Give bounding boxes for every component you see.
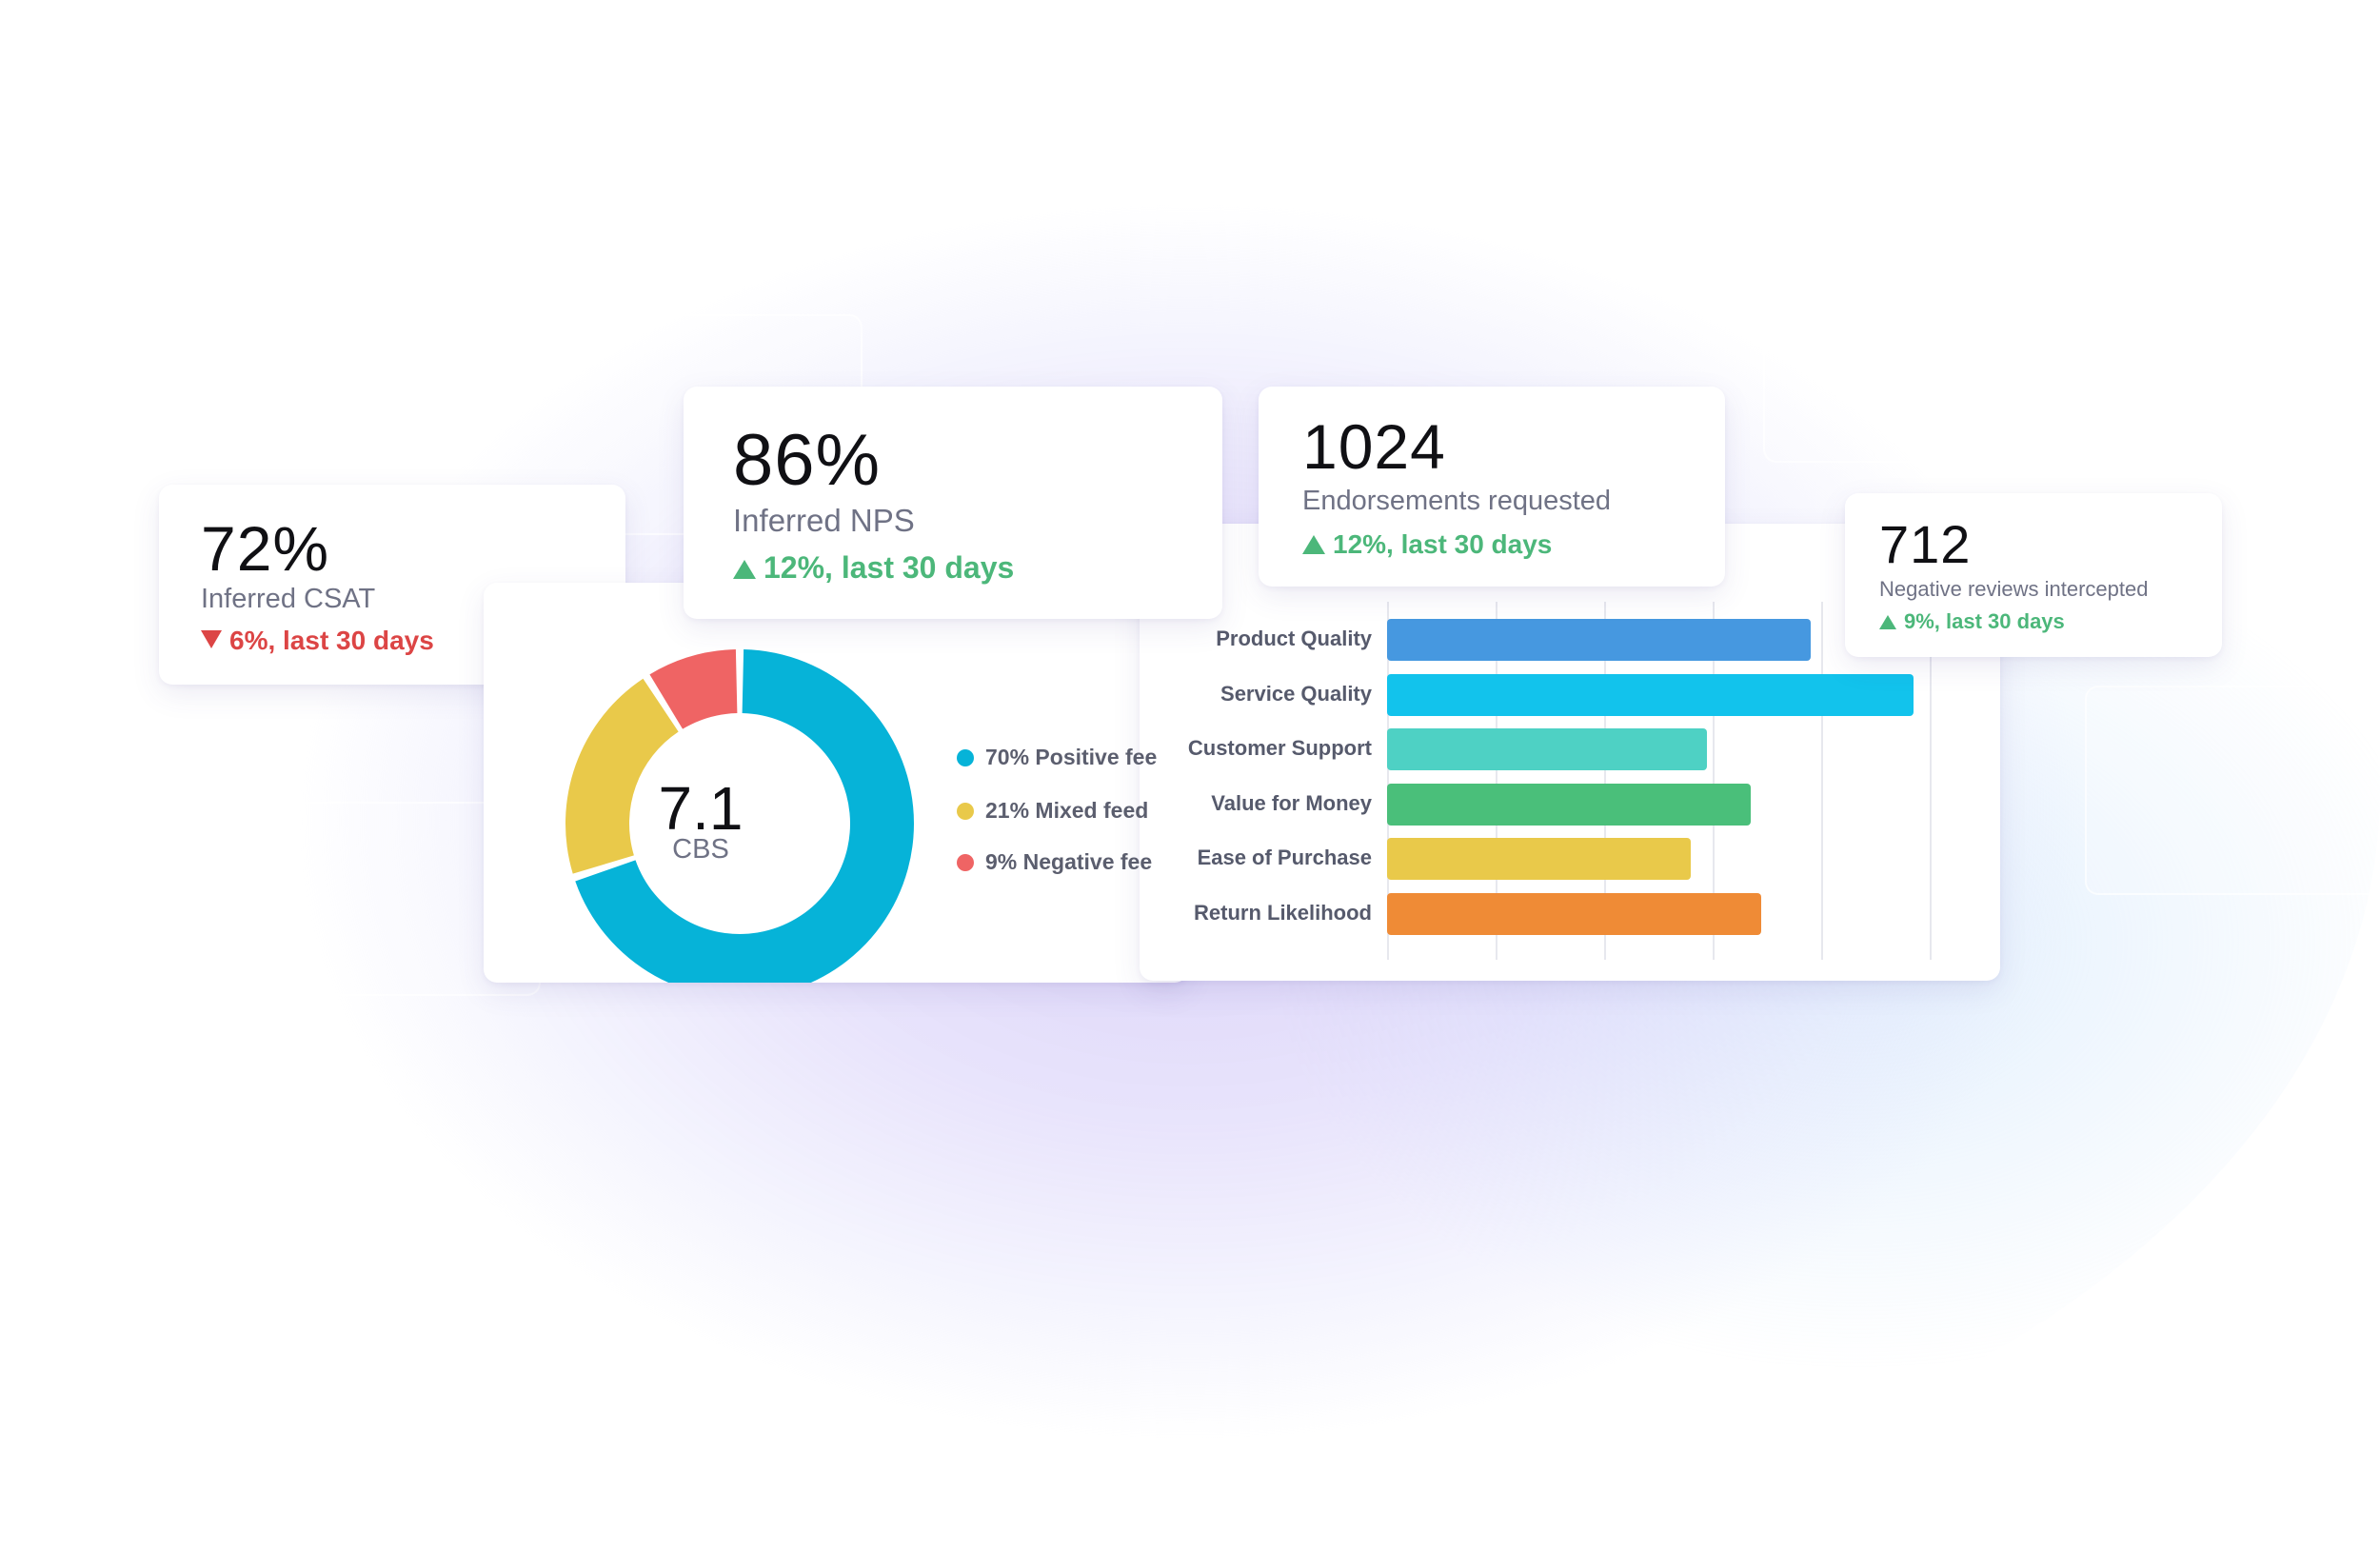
endorsements-change-text: 12%, last 30 days [1333, 529, 1553, 559]
nps-card: 86% Inferred NPS 12%, last 30 days [684, 387, 1222, 619]
csat-value: 72% [201, 513, 330, 584]
legend-dot [957, 854, 974, 871]
legend-mixed: 21% Mixed feed [957, 798, 1148, 824]
cbs-center-label: CBS [672, 834, 729, 865]
trend-up-icon [733, 560, 756, 579]
endorsements-card: 1024 Endorsements requested 12%, last 30… [1259, 387, 1725, 587]
negative-reviews-change: 9%, last 30 days [1879, 609, 2065, 634]
bar-value-for-money [1387, 784, 1751, 826]
ghost-card [1763, 289, 2159, 463]
bar-label: Service Quality [1220, 682, 1372, 706]
negative-reviews-label: Negative reviews intercepted [1879, 577, 2149, 601]
bar-label: Ease of Purchase [1197, 846, 1372, 869]
legend-dot [957, 749, 974, 766]
legend-positive: 70% Positive fee [957, 745, 1157, 770]
ghost-card [2085, 686, 2380, 895]
bar-customer-support [1387, 728, 1708, 770]
endorsements-change: 12%, last 30 days [1302, 529, 1552, 560]
negative-reviews-value: 712 [1879, 514, 1972, 574]
cbs-donut-chart [565, 649, 914, 983]
ghost-card [137, 802, 541, 996]
trend-up-icon [1879, 615, 1896, 629]
bar-service-quality [1387, 674, 1914, 716]
grid-line [1387, 602, 1389, 960]
csat-change: 6%, last 30 days [201, 626, 434, 656]
grid-line [1821, 602, 1823, 960]
bar-label: Product Quality [1216, 627, 1372, 650]
negative-reviews-card: 712 Negative reviews intercepted 9%, las… [1845, 493, 2222, 657]
grid-line [1604, 602, 1606, 960]
cbs-center-value: 7.1 [658, 774, 744, 843]
nps-value: 86% [733, 420, 882, 501]
bar-product-quality [1387, 619, 1811, 661]
negative-reviews-change-text: 9%, last 30 days [1904, 609, 2065, 633]
trend-up-icon [1302, 535, 1325, 554]
cbs-donut-card: 7.1 CBS [484, 583, 1188, 983]
nps-change: 12%, last 30 days [733, 550, 1014, 586]
nps-change-text: 12%, last 30 days [764, 550, 1015, 585]
bar-return-likelihood [1387, 893, 1762, 935]
donut-slice-negative [649, 649, 738, 729]
nps-label: Inferred NPS [733, 503, 915, 538]
bar-label: Return Likelihood [1194, 901, 1372, 925]
grid-line [1496, 602, 1497, 960]
donut-slice-mixed [565, 678, 679, 874]
csat-change-text: 6%, last 30 days [229, 626, 434, 655]
bar-ease-of-purchase [1387, 838, 1692, 880]
bar-label: Value for Money [1211, 791, 1372, 815]
donut-slice-positive [575, 649, 914, 983]
legend-negative: 9% Negative fee [957, 849, 1152, 875]
endorsements-value: 1024 [1302, 411, 1446, 482]
grid-line [1713, 602, 1715, 960]
endorsements-label: Endorsements requested [1302, 486, 1612, 516]
legend-dot [957, 803, 974, 820]
trend-down-icon [201, 630, 222, 648]
csat-label: Inferred CSAT [201, 584, 376, 614]
bar-label: Customer Support [1187, 736, 1372, 760]
grid-line [1930, 602, 1932, 960]
